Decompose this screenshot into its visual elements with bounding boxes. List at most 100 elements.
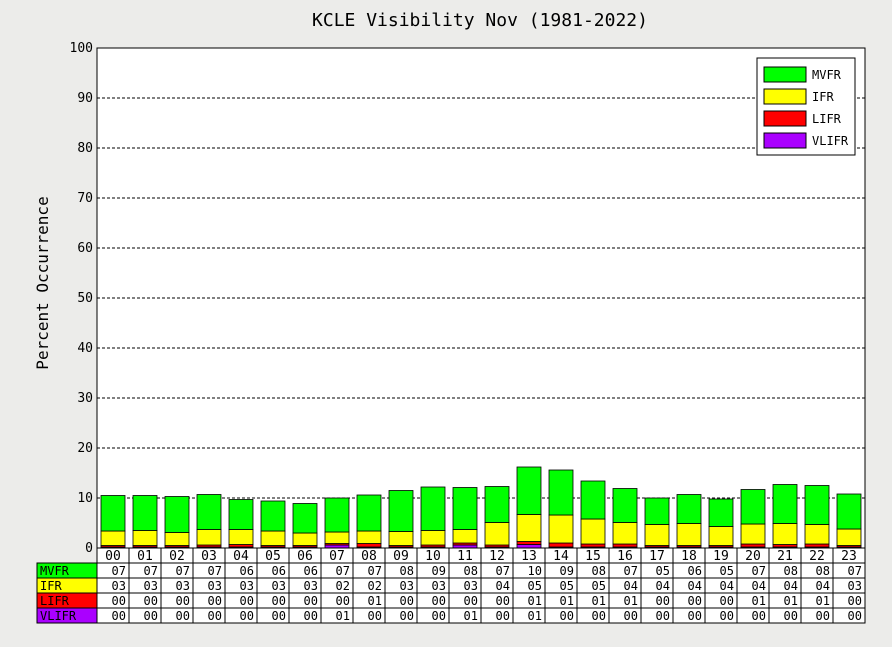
x-tick-label: 02 [169, 549, 185, 564]
table-cell-vlifr: 00 [752, 609, 766, 623]
x-tick-label: 15 [585, 549, 601, 564]
table-cell-ifr: 03 [112, 579, 126, 593]
bar-ifr-13 [516, 514, 542, 542]
bar-mvfr-22 [804, 485, 830, 525]
table-cell-lifr: 00 [240, 594, 254, 608]
bar-ifr-12 [484, 522, 510, 546]
bar-ifr-05 [260, 530, 286, 546]
table-cell-mvfr: 08 [464, 564, 478, 578]
bar-ifr-03 [196, 529, 222, 546]
table-cell-mvfr: 08 [816, 564, 830, 578]
bar-ifr-14 [548, 514, 574, 544]
table-cell-lifr: 00 [496, 594, 510, 608]
grid-lines [97, 97, 865, 499]
y-tick-label: 0 [85, 541, 93, 556]
table-cell-lifr: 00 [464, 594, 478, 608]
table-cell-ifr: 05 [592, 579, 606, 593]
y-tick-label: 60 [77, 241, 93, 256]
bar-mvfr-03 [196, 494, 222, 530]
bar-mvfr-07 [324, 497, 350, 533]
bar-mvfr-02 [164, 496, 190, 533]
x-tick-label: 03 [201, 549, 217, 564]
table-cell-vlifr: 01 [528, 609, 542, 623]
bar-lifr-22 [804, 543, 830, 548]
table-cell-ifr: 04 [656, 579, 670, 593]
bar-mvfr-20 [740, 489, 766, 525]
table-cell-vlifr: 01 [464, 609, 478, 623]
bar-lifr-15 [580, 543, 606, 548]
table-cell-mvfr: 07 [752, 564, 766, 578]
data-table: MVFR 07 07 07 07 06 06 06 07 07 08 09 08 07 10 09 08 07 05… [36, 562, 866, 624]
x-tick-label: 11 [457, 549, 473, 564]
table-cell-ifr: 04 [752, 579, 766, 593]
bar-mvfr-04 [228, 499, 254, 530]
bar-ifr-19 [708, 526, 734, 546]
bar-ifr-09 [388, 531, 414, 546]
bar-mvfr-17 [644, 497, 670, 525]
y-tick-label: 90 [77, 91, 93, 106]
legend-label-lifr: LIFR [812, 112, 842, 126]
table-cell-mvfr: 09 [560, 564, 574, 578]
table-cell-lifr: 01 [624, 594, 638, 608]
table-cell-vlifr: 00 [240, 609, 254, 623]
table-cell-lifr: 00 [208, 594, 222, 608]
y-tick-label: 40 [77, 341, 93, 356]
bar-mvfr-05 [260, 500, 286, 532]
bar-mvfr-21 [772, 484, 798, 524]
table-cell-lifr: 00 [304, 594, 318, 608]
x-tick-label: 16 [617, 549, 633, 564]
table-cell-vlifr: 00 [400, 609, 414, 623]
legend-label-vlifr: VLIFR [812, 134, 849, 148]
table-cell-vlifr: 00 [624, 609, 638, 623]
table-cell-vlifr: 00 [144, 609, 158, 623]
bar-mvfr-16 [612, 488, 638, 523]
table-cell-ifr: 03 [240, 579, 254, 593]
table-cell-mvfr: 07 [848, 564, 862, 578]
x-tick-label: 19 [713, 549, 729, 564]
table-cell-lifr: 00 [176, 594, 190, 608]
x-tick-label: 05 [265, 549, 281, 564]
table-cell-mvfr: 07 [208, 564, 222, 578]
table-cell-ifr: 03 [144, 579, 158, 593]
table-cell-ifr: 03 [464, 579, 478, 593]
bar-mvfr-12 [484, 486, 510, 523]
table-cell-lifr: 00 [720, 594, 734, 608]
bar-lifr-08 [356, 543, 382, 548]
table-cell-ifr: 03 [400, 579, 414, 593]
table-cell-mvfr: 07 [112, 564, 126, 578]
bar-ifr-23 [836, 528, 862, 546]
table-cell-lifr: 01 [592, 594, 606, 608]
bar-ifr-10 [420, 530, 446, 546]
y-tick-label: 50 [77, 291, 93, 306]
table-cell-ifr: 04 [816, 579, 830, 593]
table-cell-vlifr: 00 [592, 609, 606, 623]
table-cell-mvfr: 08 [400, 564, 414, 578]
chart-title: KCLE Visibility Nov (1981-2022) [312, 10, 648, 31]
bar-mvfr-01 [132, 495, 158, 531]
table-cell-lifr: 01 [784, 594, 798, 608]
bar-ifr-18 [676, 523, 702, 546]
x-tick-label: 18 [681, 549, 697, 564]
y-tick-label: 30 [77, 391, 93, 406]
table-cell-mvfr: 07 [496, 564, 510, 578]
table-cell-vlifr: 00 [304, 609, 318, 623]
table-cell-ifr: 04 [496, 579, 510, 593]
bar-ifr-04 [228, 529, 254, 545]
table-cell-ifr: 03 [176, 579, 190, 593]
table-cell-mvfr: 07 [336, 564, 350, 578]
table-cell-ifr: 04 [720, 579, 734, 593]
bar-ifr-16 [612, 522, 638, 545]
bar-ifr-22 [804, 524, 830, 545]
table-cell-ifr: 04 [784, 579, 798, 593]
table-cell-lifr: 00 [336, 594, 350, 608]
bar-ifr-20 [740, 523, 766, 545]
bar-mvfr-11 [452, 487, 478, 530]
table-cell-ifr: 03 [432, 579, 446, 593]
bar-ifr-06 [292, 532, 318, 546]
bar-mvfr-06 [292, 503, 318, 534]
bar-mvfr-08 [356, 494, 382, 532]
table-cell-mvfr: 07 [176, 564, 190, 578]
x-tick-label: 21 [777, 549, 793, 564]
table-cell-lifr: 00 [848, 594, 862, 608]
